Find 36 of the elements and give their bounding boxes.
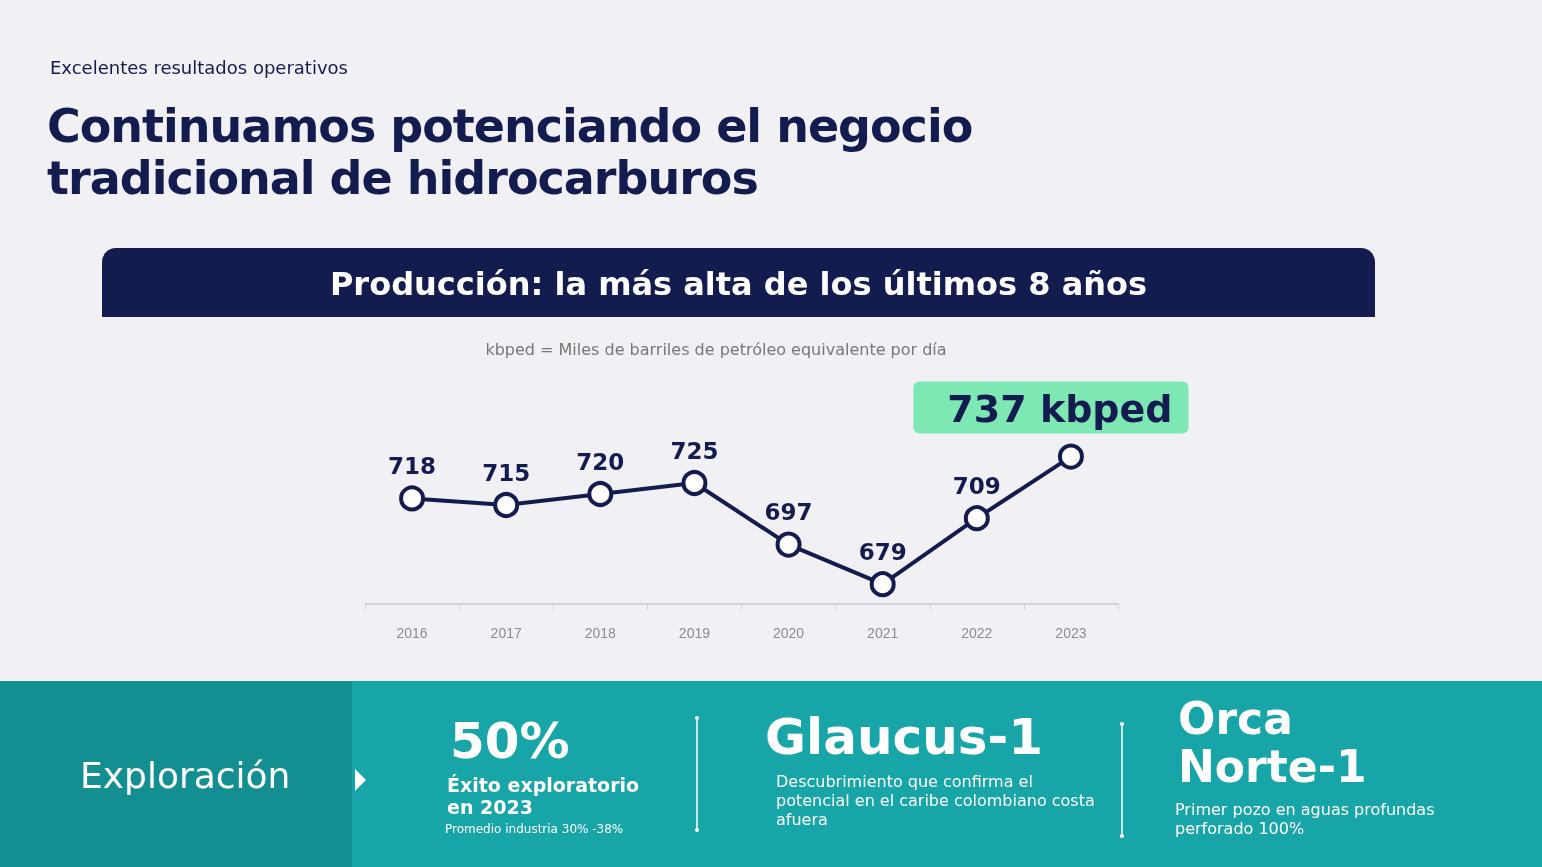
x-tick-label: 2018: [584, 625, 617, 641]
x-tick-label: 2022: [961, 625, 993, 641]
x-tick-label: 2021: [867, 625, 899, 641]
data-label: 737 kbped: [947, 386, 1173, 431]
data-label: 718: [388, 452, 437, 479]
text: Promedio industria 30% -38%: [445, 822, 624, 836]
data-label: 725: [670, 437, 719, 464]
point: [587, 481, 614, 507]
text: Primer pozo en aguas profundas perforado 100%: [1175, 800, 1436, 838]
point: [775, 531, 802, 558]
x-tick-label: 2019: [678, 625, 711, 641]
text: Descubrimiento que confirma el potencial en el caribe colombiano costa afuera: [776, 772, 1096, 829]
text: kbped = Miles de barriles de petróleo equivalente por día: [484, 340, 948, 359]
data-label: 709: [952, 472, 1001, 499]
data-label: 697: [764, 499, 813, 526]
data-label: 679: [858, 538, 907, 565]
text: 50%: [450, 712, 570, 770]
point: [963, 505, 990, 532]
text: Glaucus-1: [765, 708, 1044, 766]
x-tick-label: 2017: [490, 625, 522, 641]
data-label: 720: [576, 448, 625, 475]
data-label: 715: [482, 459, 531, 486]
text: Producción: la más alta de los últimos 8 años: [102, 248, 1375, 317]
text: Exploración: [80, 755, 291, 796]
point: [869, 571, 896, 598]
point: [1057, 443, 1084, 470]
point: [681, 470, 708, 496]
point: [493, 492, 520, 518]
x-tick-label: 2023: [1055, 625, 1087, 641]
text: Éxito exploratorio en 2023: [447, 774, 641, 818]
x-tick-label: 2020: [772, 625, 805, 641]
text: Excelentes resultados operativos: [50, 57, 348, 78]
text: Orca Norte-1: [1178, 693, 1368, 792]
point: [399, 485, 426, 512]
x-tick-label: 2016: [396, 625, 428, 641]
chart-title: Continuamos potenciando el negocio tradicional de hidrocarburos: [47, 99, 974, 205]
